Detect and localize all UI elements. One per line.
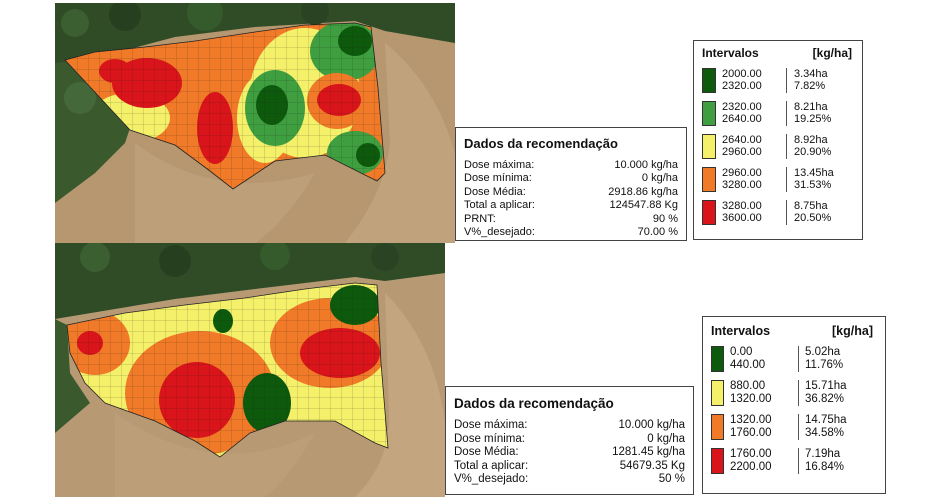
recommendation-panel-1: Dados da recomendação Dose máxima: 10.000… (455, 127, 687, 241)
legend-title: Intervalos (711, 324, 771, 338)
legend-title: Intervalos (702, 46, 759, 60)
legend-item: 2960.00 3280.00 13.45ha 31.53% (702, 166, 854, 192)
legend-item: 0.00 440.00 5.02ha 11.76% (711, 346, 877, 372)
legend-item: 2640.00 2960.00 8.92ha 20.90% (702, 133, 854, 159)
legend-unit: [kg/ha] (832, 324, 873, 338)
color-swatch (711, 448, 724, 474)
legend-panel-1: Intervalos [kg/ha] 2000.00 2320.00 3.34ha… (693, 40, 863, 240)
recommendation-row: Dose mínima: 0 kg/ha (464, 172, 678, 185)
recommendation-row: Total a aplicar: 54679.35 Kg (454, 459, 685, 472)
legend-item: 3280.00 3600.00 8.75ha 20.50% (702, 199, 854, 225)
color-swatch (711, 380, 724, 406)
recommendation-row: PRNT: 90 % (464, 212, 678, 225)
recommendation-title: Dados da recomendação (464, 136, 618, 151)
color-swatch (702, 67, 716, 93)
recommendation-row: Dose mínima: 0 kg/ha (454, 432, 685, 445)
legend-panel-2: Intervalos [kg/ha] 0.00 440.00 5.02ha 11.7… (702, 316, 886, 494)
recommendation-title: Dados da recomendação (454, 396, 614, 411)
color-swatch (702, 199, 716, 225)
recommendation-row: Dose Média: 2918.86 kg/ha (464, 185, 678, 198)
color-swatch (711, 414, 724, 440)
legend-item: 1320.00 1760.00 14.75ha 34.58% (711, 414, 877, 440)
color-swatch (702, 100, 716, 126)
recommendation-row: V%_desejado: 50 % (454, 473, 685, 486)
color-swatch (702, 166, 716, 192)
recommendation-row: V%_desejado: 70.00 % (464, 226, 678, 239)
recommendation-row: Dose Média: 1281.45 kg/ha (454, 446, 685, 459)
legend-header: Intervalos [kg/ha] (702, 47, 854, 60)
prescription-map-2 (55, 243, 445, 497)
recommendation-row: Total a aplicar: 124547.88 Kg (464, 199, 678, 212)
legend-unit: [kg/ha] (812, 46, 852, 60)
legend-item: 2000.00 2320.00 3.34ha 7.82% (702, 67, 854, 93)
color-swatch (702, 133, 716, 159)
legend-item: 880.00 1320.00 15.71ha 36.82% (711, 380, 877, 406)
legend-item: 1760.00 2200.00 7.19ha 16.84% (711, 448, 877, 474)
prescription-map-1 (55, 3, 455, 243)
legend-header: Intervalos [kg/ha] (711, 325, 877, 338)
recommendation-row: Dose máxima: 10.000 kg/ha (464, 159, 678, 171)
legend-item: 2320.00 2640.00 8.21ha 19.25% (702, 100, 854, 126)
color-swatch (711, 346, 724, 372)
recommendation-panel-2: Dados da recomendação Dose máxima: 10.000… (445, 386, 694, 495)
recommendation-row: Dose máxima: 10.000 kg/ha (454, 419, 685, 431)
